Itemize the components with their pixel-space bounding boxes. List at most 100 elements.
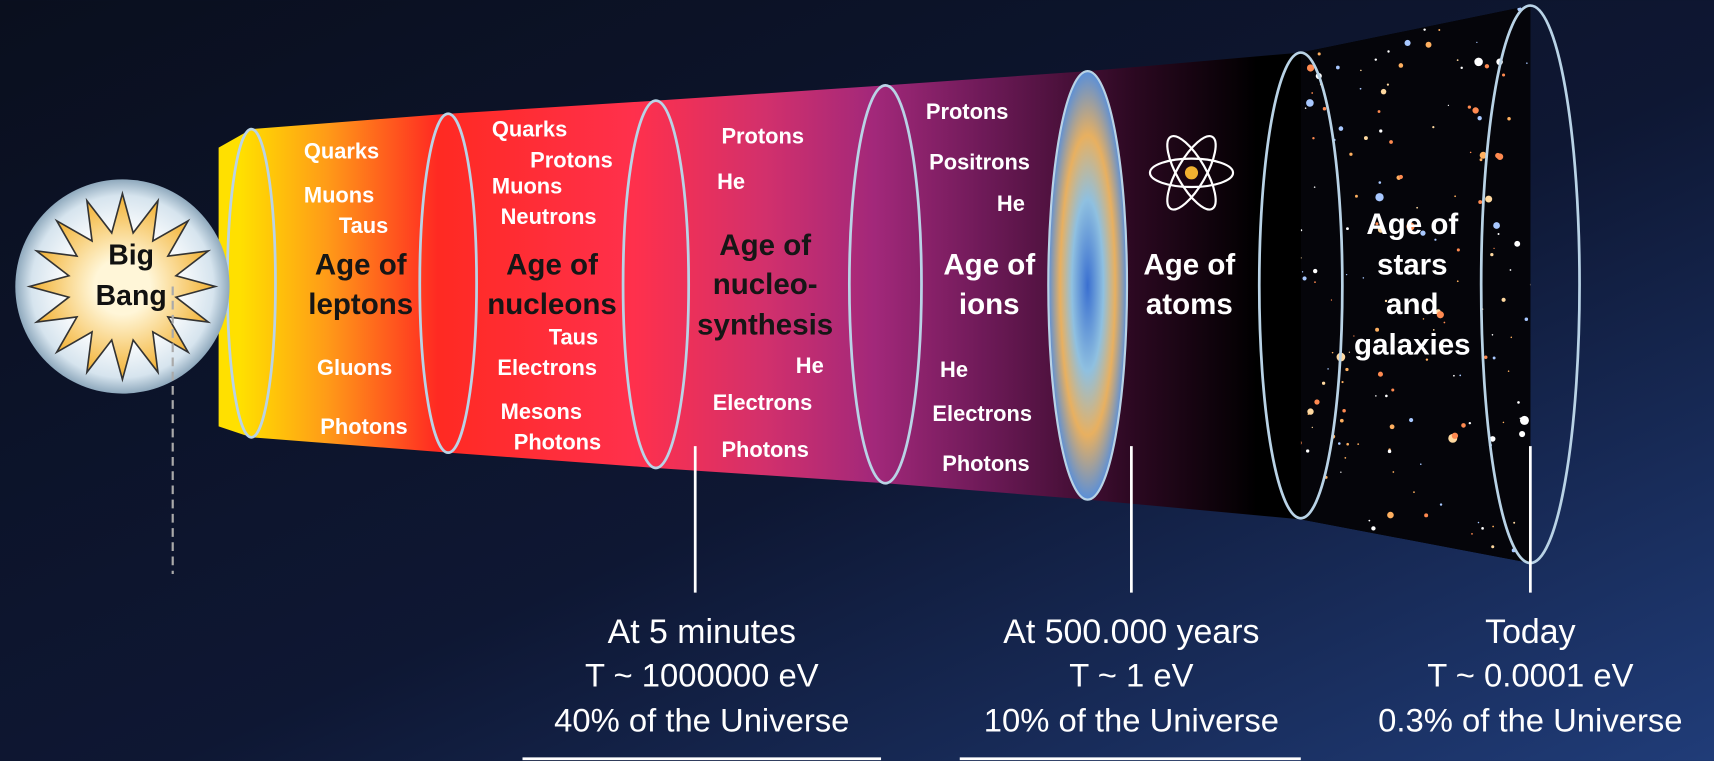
galaxy — [1317, 52, 1321, 56]
galaxy — [1345, 273, 1348, 276]
galaxy — [1377, 371, 1383, 377]
atom-icon — [1148, 135, 1235, 211]
era-boundaries — [226, 4, 1581, 565]
callout-heading: At 5 minutes — [608, 613, 796, 651]
galaxy — [1300, 256, 1302, 259]
era-title: galaxies — [1354, 328, 1470, 361]
galaxy — [1519, 430, 1526, 438]
galaxy — [1365, 349, 1368, 351]
era-title: nucleons — [487, 288, 617, 321]
galaxy — [1337, 442, 1341, 445]
galaxy — [1514, 240, 1521, 247]
big-bang-star — [26, 190, 219, 383]
galaxy — [1453, 374, 1455, 377]
galaxy — [1313, 186, 1316, 188]
galaxy — [1353, 335, 1355, 337]
galaxy — [1362, 277, 1365, 279]
galaxy — [1468, 421, 1472, 425]
galaxy — [1416, 303, 1419, 306]
galaxy — [1313, 268, 1318, 274]
galaxy — [1491, 545, 1495, 549]
galaxy — [1314, 399, 1320, 405]
galaxy — [1341, 380, 1344, 384]
galaxy — [1456, 59, 1459, 61]
callout-heading: At 500.000 years — [1003, 613, 1259, 651]
callout-fraction: 10% of the Universe — [984, 701, 1279, 738]
era-title: stars — [1377, 248, 1448, 281]
galaxy — [1432, 328, 1435, 331]
galaxy — [1384, 299, 1388, 303]
galaxy — [1484, 64, 1490, 69]
galaxy — [1443, 321, 1446, 324]
galaxy — [1306, 99, 1314, 107]
galaxy — [1438, 29, 1441, 31]
space — [1300, 5, 1531, 564]
particle-label: Photons — [514, 429, 601, 454]
galaxy — [1493, 247, 1495, 249]
galaxy — [1447, 104, 1450, 107]
galaxy — [1425, 358, 1429, 361]
galaxy — [1513, 521, 1516, 524]
galaxy — [1392, 471, 1395, 473]
big-bang-label: Big — [108, 240, 154, 272]
particle-label: Electrons — [713, 390, 813, 415]
galaxy — [1344, 456, 1347, 459]
particle-label: He — [796, 353, 824, 378]
particle-label: Positrons — [929, 150, 1030, 175]
galaxy — [1501, 297, 1506, 302]
galaxy — [1389, 424, 1395, 430]
galaxy — [1406, 222, 1415, 231]
galaxy — [1478, 200, 1483, 205]
galaxy — [1389, 140, 1393, 144]
galaxy — [1413, 491, 1415, 494]
galaxy — [1519, 417, 1522, 419]
particle-label: Taus — [339, 213, 388, 238]
galaxy — [1304, 107, 1307, 109]
galaxy — [1477, 115, 1482, 121]
galaxy — [1322, 107, 1327, 111]
galaxy — [1423, 28, 1426, 31]
galaxy — [1416, 206, 1419, 209]
galaxy — [1371, 526, 1376, 531]
galaxy — [1472, 107, 1479, 114]
era-title: Age of — [315, 248, 407, 281]
galaxy — [1301, 271, 1304, 273]
particle-label: Protons — [721, 123, 804, 148]
galaxy — [1492, 525, 1494, 528]
galaxy — [1380, 88, 1387, 95]
galaxy — [1467, 105, 1472, 109]
galaxy — [1497, 232, 1500, 235]
galaxy — [1451, 432, 1459, 439]
galaxy — [1359, 87, 1362, 90]
galaxy — [1335, 65, 1340, 70]
particle-label: Protons — [530, 147, 613, 172]
galaxy — [1507, 370, 1510, 372]
galaxy — [1391, 388, 1395, 392]
particle-label: Quarks — [492, 117, 567, 142]
particle-label: Photons — [721, 437, 808, 462]
galaxy — [1461, 423, 1466, 428]
particle-label: Quarks — [304, 139, 379, 164]
galaxy — [1307, 408, 1314, 415]
era-title: synthesis — [697, 309, 833, 342]
galaxy — [1321, 381, 1326, 385]
galaxy — [1349, 152, 1353, 156]
galaxy — [1360, 69, 1362, 72]
galaxy — [1510, 336, 1513, 339]
galaxy — [1385, 394, 1388, 398]
callout-lines — [522, 446, 1532, 761]
galaxy — [1377, 226, 1385, 233]
callout-heading: Today — [1485, 613, 1575, 651]
galaxy — [1375, 395, 1377, 397]
galaxy — [1387, 50, 1390, 53]
galaxy — [1456, 248, 1460, 252]
galaxy — [1375, 222, 1379, 226]
galaxy — [1456, 280, 1459, 283]
galaxy — [1330, 299, 1333, 301]
era-title: leptons — [308, 288, 413, 321]
galaxy — [1382, 348, 1384, 351]
galaxy — [1377, 110, 1381, 113]
galaxy — [1345, 367, 1349, 372]
